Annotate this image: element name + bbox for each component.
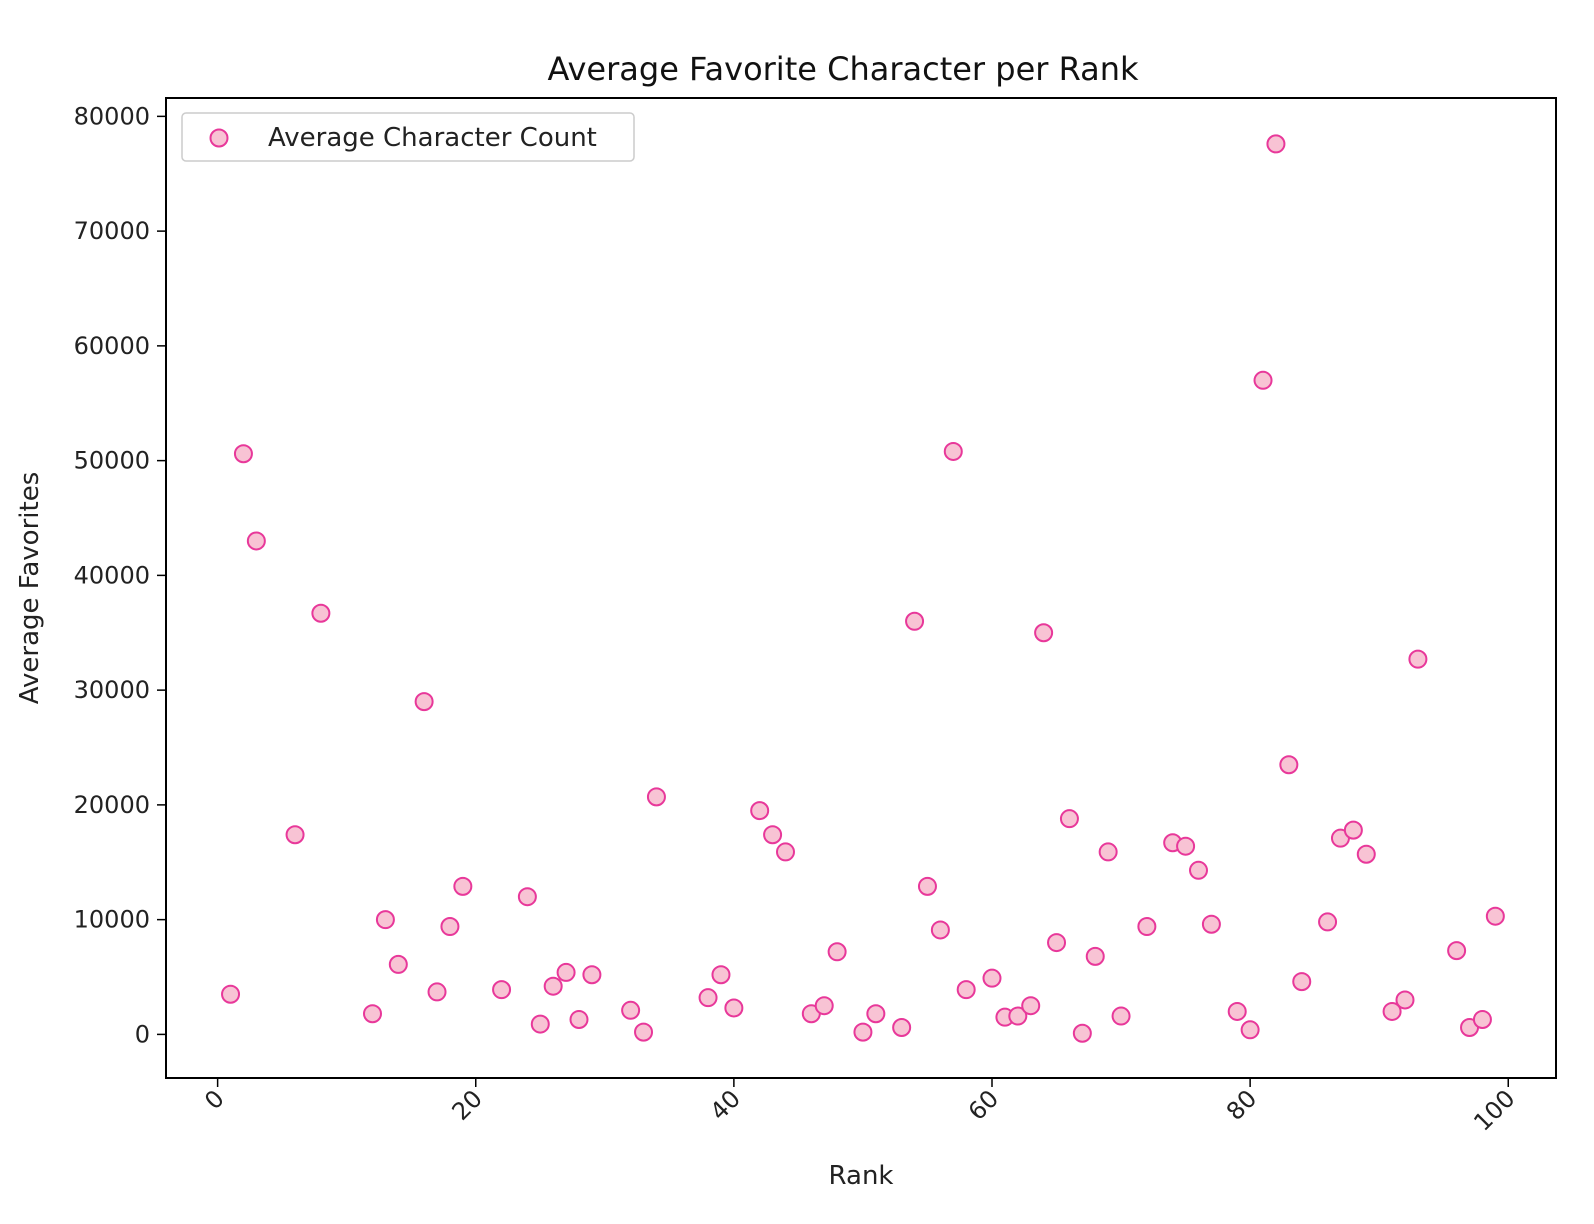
scatter-point	[1137, 917, 1157, 937]
scatter-point	[1227, 1001, 1247, 1021]
scatter-point	[1098, 842, 1118, 862]
y-tick-label: 60000	[74, 332, 150, 360]
scatter-point	[724, 998, 744, 1018]
scatter-point	[1111, 1006, 1131, 1026]
scatter-point	[1395, 990, 1415, 1010]
scatter-point	[1047, 933, 1067, 953]
scatter-point	[956, 980, 976, 1000]
scatter-point	[362, 1004, 382, 1024]
scatter-point	[814, 996, 834, 1016]
scatter-point	[1085, 946, 1105, 966]
scatter-point	[1485, 906, 1505, 926]
scatter-point	[1034, 623, 1054, 643]
chart-title: Average Favorite Character per Rank	[547, 50, 1139, 88]
scatter-point	[621, 1000, 641, 1020]
scatter-point	[440, 917, 460, 937]
scatter-point	[827, 942, 847, 962]
scatter-point	[1343, 820, 1363, 840]
scatter-point	[1059, 809, 1079, 829]
scatter-point	[543, 976, 563, 996]
scatter-point	[905, 611, 925, 631]
scatter-point	[517, 887, 537, 907]
y-tick-label: 40000	[74, 561, 150, 589]
legend: Average Character Count	[181, 112, 635, 162]
scatter-point	[427, 982, 447, 1002]
scatter-point	[892, 1018, 912, 1038]
scatter-point	[646, 787, 666, 807]
scatter-point	[1356, 844, 1376, 864]
scatter-point	[750, 801, 770, 821]
y-axis-ticks: 0 10000 20000 30000 40000 50000 60000 70000 8000…	[74, 102, 166, 1048]
scatter-point	[1318, 912, 1338, 932]
scatter-point	[711, 965, 731, 985]
legend-label: Average Character Count	[268, 123, 597, 153]
y-axis-label: Average Favorites	[15, 472, 45, 704]
x-axis-label: Rank	[829, 1161, 894, 1191]
scatter-point	[492, 980, 512, 1000]
scatter-point	[246, 531, 266, 551]
scatter-point	[1188, 860, 1208, 880]
scatter-point	[1021, 996, 1041, 1016]
scatter-point	[414, 692, 434, 712]
legend-marker	[209, 128, 229, 148]
scatter-point	[530, 1014, 550, 1034]
scatter-point	[556, 962, 576, 982]
scatter-point	[569, 1009, 589, 1029]
scatter-point	[1292, 972, 1312, 992]
scatter-point	[1072, 1023, 1092, 1043]
scatter-point	[1266, 134, 1286, 154]
y-tick-label: 70000	[74, 217, 150, 245]
scatter-point	[698, 988, 718, 1008]
y-tick-label: 80000	[74, 102, 150, 130]
scatter-point	[311, 603, 331, 623]
scatter-point	[917, 876, 937, 896]
scatter-point	[930, 920, 950, 940]
scatter-point	[285, 825, 305, 845]
y-tick-label: 30000	[74, 676, 150, 704]
scatter-point	[943, 441, 963, 461]
scatter-point	[1008, 1006, 1028, 1026]
scatter-point	[1176, 836, 1196, 856]
y-tick-label: 50000	[74, 447, 150, 475]
scatter-point	[221, 984, 241, 1004]
scatter-point	[634, 1022, 654, 1042]
scatter-point	[853, 1022, 873, 1042]
scatter-point	[1408, 649, 1428, 669]
scatter-point	[375, 910, 395, 930]
y-tick-label: 20000	[74, 791, 150, 819]
scatter-point	[1382, 1001, 1402, 1021]
scatter-point	[1472, 1009, 1492, 1029]
scatter-point	[982, 968, 1002, 988]
scatter-point	[1279, 755, 1299, 775]
scatter-point	[763, 825, 783, 845]
scatter-point	[866, 1004, 886, 1024]
plot-frame	[165, 97, 1557, 1079]
legend-box	[181, 112, 635, 162]
scatter-point	[1201, 914, 1221, 934]
y-tick-label: 10000	[74, 906, 150, 934]
scatter-point	[388, 954, 408, 974]
scatter-point	[453, 876, 473, 896]
scatter-point	[1240, 1020, 1260, 1040]
y-tick-label: 0	[135, 1020, 150, 1048]
scatter-point	[582, 965, 602, 985]
scatter-point	[1253, 370, 1273, 390]
data-points	[221, 134, 1505, 1043]
scatter-point	[775, 842, 795, 862]
scatter-point	[233, 444, 253, 464]
scatter-point	[1447, 941, 1467, 961]
